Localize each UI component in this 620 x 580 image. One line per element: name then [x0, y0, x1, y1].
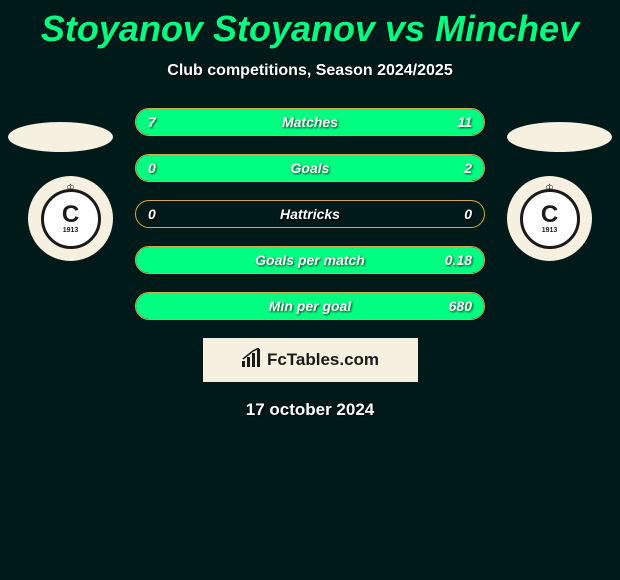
stats-container: 7 Matches 11 0 Goals 2 0 Hattricks 0 Goals per ma… — [135, 108, 485, 320]
subtitle: Club competitions, Season 2024/2025 — [0, 62, 620, 80]
stat-value-left: 7 — [148, 114, 156, 130]
team-badge-left: ♔ C 1913 — [28, 176, 113, 261]
stat-label: Goals per match — [255, 252, 365, 268]
stat-label: Matches — [282, 114, 338, 130]
chart-icon — [241, 348, 263, 373]
team-badge-right: ♔ C 1913 — [507, 176, 592, 261]
stat-bar: 0 Goals 2 — [135, 154, 485, 182]
stat-bar: 0 Hattricks 0 — [135, 200, 485, 228]
badge-letter: C — [541, 203, 558, 227]
player-right-oval — [507, 122, 612, 152]
team-badge-left-inner: ♔ C 1913 — [41, 189, 101, 249]
stat-value-right: 0.18 — [445, 252, 472, 268]
badge-year: 1913 — [63, 227, 79, 234]
stat-fill-left — [136, 109, 271, 135]
page-title: Stoyanov Stoyanov vs Minchev — [0, 0, 620, 50]
brand-text: FcTables.com — [267, 350, 379, 370]
stat-label: Min per goal — [269, 298, 351, 314]
stat-value-right: 0 — [464, 206, 472, 222]
stat-bar: Min per goal 680 — [135, 292, 485, 320]
stat-value-left: 0 — [148, 160, 156, 176]
stat-value-right: 11 — [457, 114, 472, 130]
player-left-oval — [8, 122, 113, 152]
stat-bar: Goals per match 0.18 — [135, 246, 485, 274]
stat-value-right: 680 — [449, 298, 472, 314]
stat-label: Goals — [291, 160, 330, 176]
badge-letter: C — [62, 203, 79, 227]
comparison-area: ♔ C 1913 ♔ C 1913 7 Matches 11 0 Goals 2 0 Hatt… — [0, 108, 620, 320]
stat-value-left: 0 — [148, 206, 156, 222]
badge-year: 1913 — [542, 227, 558, 234]
date-text: 17 october 2024 — [0, 400, 620, 420]
team-badge-right-inner: ♔ C 1913 — [520, 189, 580, 249]
stat-value-right: 2 — [464, 160, 472, 176]
stat-bar: 7 Matches 11 — [135, 108, 485, 136]
crown-icon: ♔ — [66, 183, 75, 194]
brand-box[interactable]: FcTables.com — [203, 338, 418, 382]
stat-label: Hattricks — [280, 206, 340, 222]
crown-icon: ♔ — [545, 183, 554, 194]
